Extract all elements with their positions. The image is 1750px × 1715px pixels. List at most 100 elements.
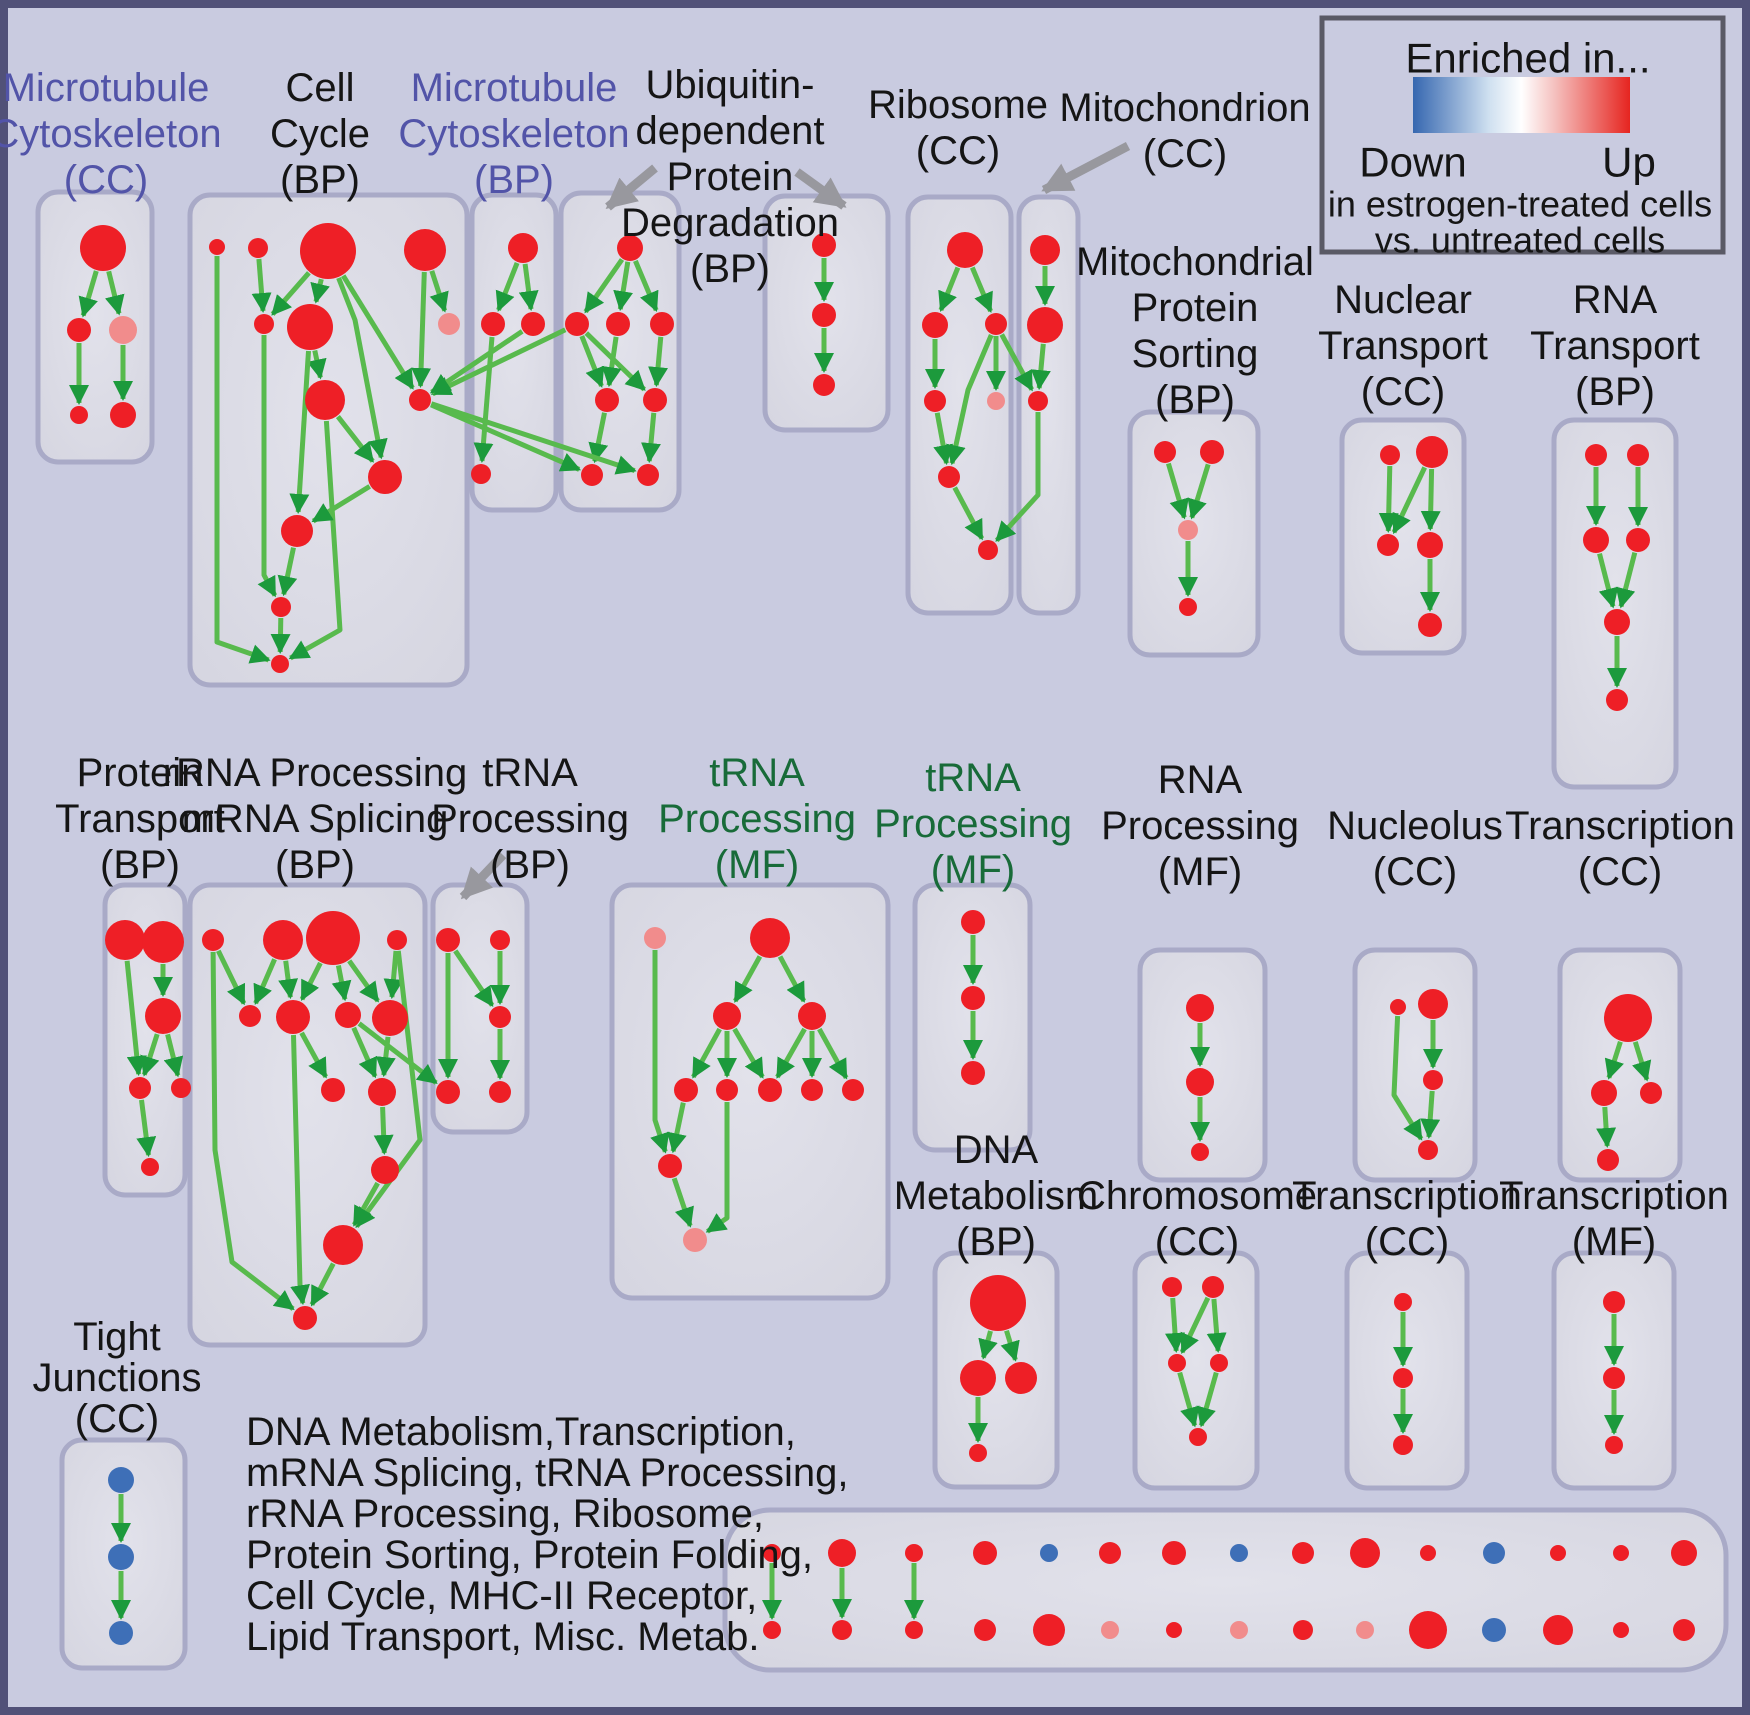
go-term-node-red <box>1606 689 1628 711</box>
go-term-node-red <box>905 1621 923 1639</box>
misc-categories-text: Cell Cycle, MHC-II Receptor, <box>246 1574 757 1618</box>
go-edge <box>373 1106 394 1155</box>
go-term-node-red <box>1640 1082 1662 1104</box>
go-term-node-red <box>1604 609 1630 635</box>
go-term-node-red <box>1613 1622 1629 1638</box>
go-cluster-box-mitochondrion-cc <box>1016 194 1081 616</box>
go-term-node-red <box>1550 1545 1566 1561</box>
misc-categories-text: Lipid Transport, Misc. Metab. <box>246 1615 760 1659</box>
go-edge <box>253 958 277 1006</box>
go-term-node-red <box>763 1544 781 1562</box>
go-term-node-red <box>471 464 491 484</box>
go-term-node-red <box>978 540 998 560</box>
go-term-node-red <box>643 388 667 412</box>
go-cluster-label-transcription-mf: Transcription <box>1499 1174 1729 1218</box>
go-edge <box>733 955 763 1003</box>
go-edge <box>641 412 661 464</box>
go-term-node-red <box>637 464 659 486</box>
go-term-node-blue <box>109 1621 133 1645</box>
go-edge <box>999 333 1034 392</box>
go-edge <box>453 949 495 1008</box>
go-cluster-label-microtubule-cytoskeleton-cc: Cytoskeleton <box>0 112 222 156</box>
go-term-node-red <box>436 1080 460 1104</box>
go-cluster-label-microtubule-cytoskeleton-bp: (BP) <box>474 158 554 202</box>
go-edge <box>495 261 520 312</box>
go-term-node-blue <box>1230 1544 1248 1562</box>
go-term-node-red <box>271 655 289 673</box>
go-term-node-red <box>842 1079 864 1101</box>
go-term-node-red <box>1168 1354 1186 1372</box>
go-term-node-pink <box>1178 520 1198 540</box>
go-term-node-red <box>973 1541 997 1565</box>
go-term-node-red <box>1603 1291 1625 1313</box>
go-term-node-red <box>1033 1614 1065 1646</box>
go-cluster-label-mitochondrial-protein-sorting-bp: Sorting <box>1132 332 1259 376</box>
go-term-node-red <box>281 515 313 547</box>
go-term-node-red <box>1604 994 1652 1042</box>
misc-categories-text: DNA Metabolism,Transcription, <box>246 1410 796 1454</box>
legend-subtitle: vs. untreated cells <box>1375 220 1665 261</box>
go-edge <box>347 959 380 1003</box>
go-term-node-red <box>1179 598 1197 616</box>
go-edge <box>335 415 375 463</box>
go-cluster-label-cell-cycle-bp: Cell <box>286 66 355 110</box>
go-cluster-label-trna-processing-mf-1: (MF) <box>715 843 799 887</box>
go-edge <box>817 1027 849 1080</box>
go-term-node-red <box>985 313 1007 335</box>
go-edge <box>613 261 633 312</box>
go-cluster-label-trna-processing-bp: (BP) <box>490 843 570 887</box>
go-term-node-red <box>436 928 460 952</box>
go-edge <box>1420 1090 1441 1139</box>
go-term-node-red <box>974 1619 996 1641</box>
go-term-node-red <box>105 920 145 960</box>
go-term-node-red <box>508 233 538 263</box>
go-term-node-red <box>368 1078 396 1106</box>
go-term-node-red <box>812 233 836 257</box>
go-edge <box>288 420 343 661</box>
go-cluster-label-rna-processing-mf: RNA <box>1158 758 1243 802</box>
go-term-node-red <box>1210 1354 1228 1372</box>
go-edge <box>671 1177 694 1228</box>
go-cluster-label-trna-processing-mf-2: Processing <box>874 802 1072 846</box>
go-cluster-label-mitochondrial-protein-sorting-bp: (BP) <box>1155 378 1235 422</box>
go-cluster-label-rna-processing-mf: (MF) <box>1158 850 1242 894</box>
go-term-node-pink <box>109 316 137 344</box>
go-term-node-red <box>110 402 136 428</box>
go-edge <box>210 951 295 1311</box>
go-term-node-red <box>305 380 345 420</box>
go-term-node-red <box>387 930 407 950</box>
go-edge <box>1632 1041 1652 1082</box>
go-term-node-red <box>922 312 948 338</box>
go-edge <box>518 263 539 312</box>
go-cluster-label-cell-cycle-bp: Cycle <box>270 112 370 156</box>
go-cluster-label-protein-transport-bp: Protein <box>77 751 204 795</box>
go-term-node-red <box>960 1360 996 1396</box>
go-edge <box>601 336 622 388</box>
go-edge <box>136 1099 157 1158</box>
go-term-node-red <box>409 389 431 411</box>
go-term-node-red <box>905 1544 923 1562</box>
go-term-node-red <box>372 1000 408 1036</box>
go-cluster-label-tight-junctions-cc: Tight <box>73 1315 160 1359</box>
go-term-node-red <box>1377 534 1399 556</box>
go-term-node-red <box>323 1225 363 1265</box>
go-edge <box>1166 462 1189 520</box>
go-term-node-red <box>1200 440 1224 464</box>
go-edge <box>124 960 147 1077</box>
go-term-node-red <box>1417 532 1443 558</box>
go-term-node-red <box>970 1275 1026 1331</box>
go-edge <box>290 1034 310 1306</box>
go-term-node-red <box>1393 1435 1413 1455</box>
go-term-node-blue <box>1483 1542 1505 1564</box>
go-cluster-label-trna-processing-bp: tRNA <box>482 751 578 795</box>
go-cluster-label-chromosome-cc: (CC) <box>1155 1220 1239 1264</box>
go-cluster-label-transcription-cc-1: (CC) <box>1578 850 1662 894</box>
go-cluster-label-tight-junctions-cc: Junctions <box>33 1356 202 1400</box>
go-term-node-red <box>1597 1149 1619 1171</box>
label-callout-arrow <box>459 851 507 901</box>
go-cluster-label-rna-transport-bp: (BP) <box>1575 370 1655 414</box>
go-term-node-blue <box>1040 1544 1058 1562</box>
go-cluster-label-rna-transport-bp: Transport <box>1530 324 1700 368</box>
go-cluster-box-rrna-processing-mrna-splicing-bp <box>187 882 428 1348</box>
